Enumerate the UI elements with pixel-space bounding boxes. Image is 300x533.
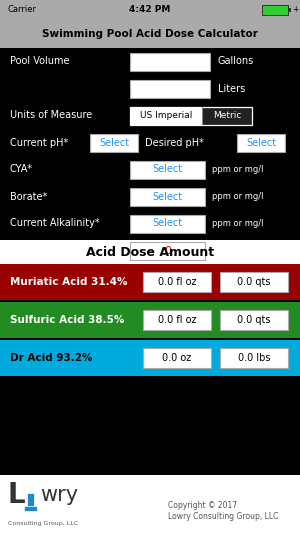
Text: Sulfuric Acid 38.5%: Sulfuric Acid 38.5% [10, 315, 125, 325]
Text: New Alkalinity: New Alkalinity [10, 246, 80, 255]
Text: 0.0 qts: 0.0 qts [237, 315, 271, 325]
Bar [24, 506, 37, 511]
Text: Units of Measure: Units of Measure [10, 110, 92, 120]
Bar [220, 348, 288, 368]
Text: Desired pH*: Desired pH* [145, 138, 204, 148]
Bar [130, 52, 210, 70]
Text: Select: Select [99, 138, 129, 148]
Bar [202, 107, 203, 125]
Bar [237, 133, 285, 151]
Text: Current Alkalinity*: Current Alkalinity* [10, 219, 100, 229]
Text: Acid Dose Amount: Acid Dose Amount [86, 246, 214, 259]
Bar [220, 272, 288, 292]
Text: Dr Acid 93.2%: Dr Acid 93.2% [10, 353, 92, 363]
Text: ppm or mg/l: ppm or mg/l [212, 246, 263, 255]
Bar [0, 340, 300, 376]
Bar [0, 20, 300, 48]
Text: Select: Select [152, 165, 183, 174]
Text: 0.0 qts: 0.0 qts [237, 277, 271, 287]
Bar [143, 272, 211, 292]
Text: Current pH*: Current pH* [10, 138, 68, 148]
Bar [143, 310, 211, 330]
Bar [130, 241, 205, 260]
Text: Pool Volume: Pool Volume [10, 56, 70, 67]
Text: ppm or mg/l: ppm or mg/l [212, 192, 263, 201]
Text: US Imperial: US Imperial [140, 111, 192, 120]
Text: Metric: Metric [213, 111, 241, 120]
Text: Borate*: Borate* [10, 191, 47, 201]
Bar [0, 302, 300, 338]
Text: wry: wry [40, 485, 78, 505]
Bar [130, 107, 252, 125]
Bar [27, 493, 34, 511]
Text: 0: 0 [164, 246, 171, 255]
Bar [130, 160, 205, 179]
Text: Swimming Pool Acid Dose Calculator: Swimming Pool Acid Dose Calculator [42, 29, 258, 39]
Text: 4:42 PM: 4:42 PM [129, 5, 171, 14]
Text: Select: Select [246, 138, 276, 148]
Bar [0, 475, 300, 533]
Text: 0.0 oz: 0.0 oz [162, 353, 192, 363]
Text: Gallons: Gallons [218, 56, 254, 67]
Text: 0.0 lbs: 0.0 lbs [238, 353, 270, 363]
Bar [130, 107, 202, 125]
Text: Copyright © 2017
Lowry Consulting Group, LLC: Copyright © 2017 Lowry Consulting Group,… [168, 502, 278, 521]
Text: Select: Select [152, 191, 183, 201]
Bar [0, 264, 300, 300]
Bar [143, 348, 211, 368]
Text: ppm or mg/l: ppm or mg/l [212, 219, 263, 228]
Bar [130, 188, 205, 206]
Text: Carrier: Carrier [7, 5, 36, 14]
Text: ppm or mg/l: ppm or mg/l [212, 165, 263, 174]
Bar [0, 0, 300, 20]
Bar [130, 79, 210, 98]
Bar [130, 214, 205, 232]
Text: +: + [292, 5, 298, 14]
Text: CYA*: CYA* [10, 165, 33, 174]
Text: Muriatic Acid 31.4%: Muriatic Acid 31.4% [10, 277, 128, 287]
Text: 0.0 fl oz: 0.0 fl oz [158, 277, 196, 287]
Text: Select: Select [152, 219, 183, 229]
Bar [0, 240, 300, 264]
Bar [288, 8, 291, 12]
Text: 0.0 fl oz: 0.0 fl oz [158, 315, 196, 325]
Text: Liters: Liters [218, 84, 245, 93]
Bar [220, 310, 288, 330]
Bar [262, 5, 288, 15]
Text: Consulting Group, LLC: Consulting Group, LLC [8, 521, 78, 526]
Bar [90, 133, 138, 151]
Text: L: L [8, 481, 26, 509]
